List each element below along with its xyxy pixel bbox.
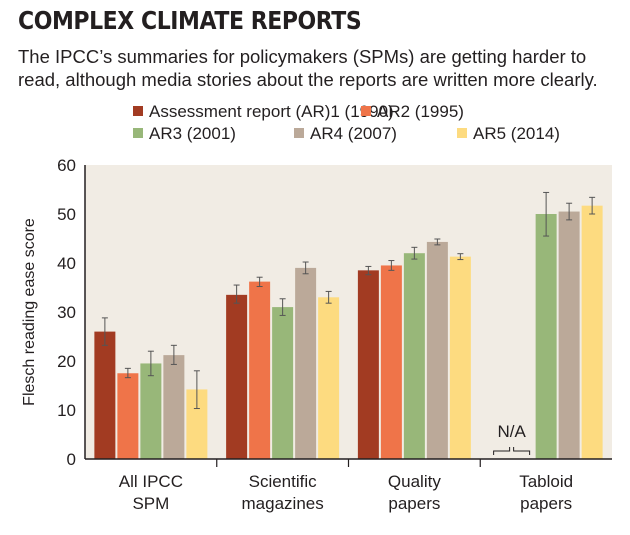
x-tick-label: All IPCC [119,472,183,491]
bar [318,297,340,459]
legend-label: AR3 (2001) [149,124,236,143]
x-tick-label: Tabloid [519,472,573,491]
y-tick-label: 40 [57,254,76,273]
legend-label: AR4 (2007) [310,124,397,143]
legend-swatch [133,128,143,138]
x-tick-label: Quality [388,472,441,491]
bar [449,256,471,459]
x-tick-label: papers [520,494,572,513]
bar [295,267,317,459]
legend-swatch [361,106,371,116]
legend-label: Assessment report (AR)1 (1990) [149,102,394,121]
y-tick-label: 0 [67,450,76,469]
bar [186,389,208,459]
legend-swatch [133,106,143,116]
bar [140,363,162,459]
y-tick-label: 60 [57,156,76,175]
legend-swatch [294,128,304,138]
bar [535,214,557,459]
legend-label: AR2 (1995) [377,102,464,121]
subtitle-line-1: The IPCC’s summaries for policymakers (S… [18,46,587,67]
na-annotation: N/A [497,422,526,441]
y-tick-label: 50 [57,205,76,224]
x-tick-label: papers [388,494,440,513]
y-tick-label: 20 [57,352,76,371]
bar [380,265,402,459]
y-tick-label: 10 [57,401,76,420]
bar [272,307,294,459]
bar [163,355,185,459]
x-tick-label: SPM [132,494,169,513]
x-tick-label: magazines [242,494,324,513]
bar [403,253,425,459]
bar [558,211,580,459]
subtitle-line-2: read, although media stories about the r… [18,69,598,90]
chart-subtitle: The IPCC’s summaries for policymakers (S… [18,45,598,91]
bar [226,294,248,459]
bar [249,281,271,459]
legend-swatch [457,128,467,138]
y-tick-label: 30 [57,303,76,322]
bar [94,331,116,459]
bar [357,270,379,459]
chart-title: COMPLEX CLIMATE REPORTS [18,6,362,35]
na-bracket [493,447,531,455]
y-axis-title: Flesch reading ease score [21,218,38,406]
bar [426,241,448,459]
bar [581,205,603,459]
bar [117,373,139,459]
x-tick-label: Scientific [249,472,318,491]
legend-label: AR5 (2014) [473,124,560,143]
